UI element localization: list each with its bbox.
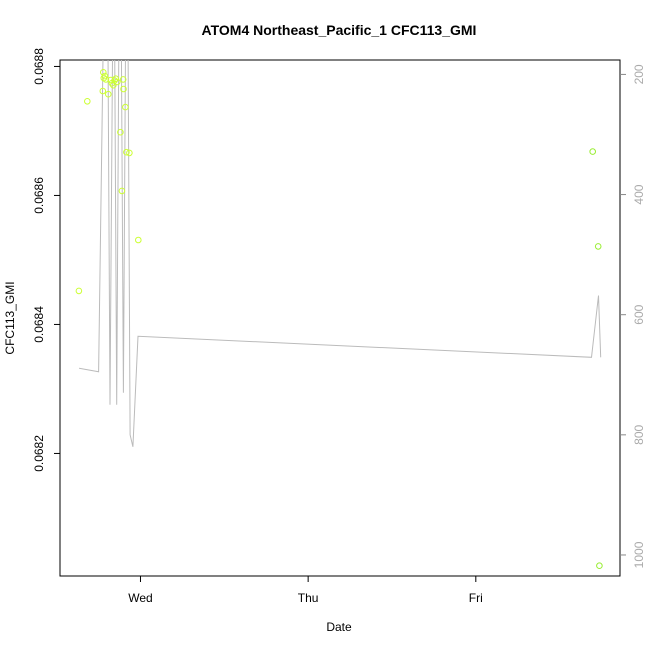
data-point-19 <box>123 148 130 156</box>
data-point-10 <box>110 81 117 89</box>
x-axis: Wed Thu Fri <box>128 576 483 605</box>
data-point-2 <box>99 87 107 95</box>
data-point-13 <box>114 78 121 86</box>
data-point-5 <box>101 72 109 80</box>
plot-area <box>59 59 621 577</box>
y2-tick-label-4: 1000 <box>632 541 646 568</box>
x-tick-label-0: Wed <box>128 591 152 605</box>
data-point-20 <box>126 149 133 157</box>
data-point-24 <box>596 562 603 570</box>
data-point-7 <box>105 90 112 98</box>
y-axis-label: CFC113_GMI <box>3 281 17 354</box>
y-tick-label-2: 0.0686 <box>32 177 46 214</box>
data-point-21 <box>135 236 142 244</box>
y2-tick-label-1: 400 <box>632 184 646 204</box>
data-point-14 <box>117 128 124 136</box>
y2-tick-label-0: 200 <box>632 64 646 84</box>
chart-title: ATOM4 Northeast_Pacific_1 CFC113_GMI <box>202 22 477 38</box>
data-points-layer <box>75 69 603 570</box>
data-point-22 <box>589 148 597 155</box>
data-point-23 <box>594 243 602 250</box>
data-point-17 <box>120 85 127 93</box>
x-tick-label-2: Fri <box>469 591 483 605</box>
x-tick-label-1: Thu <box>298 591 319 605</box>
y-axis: 0.0682 0.0684 0.0686 0.0688 <box>32 48 60 472</box>
data-point-1 <box>84 98 91 105</box>
secondary-y-axis: 200 400 600 800 1000 <box>620 64 646 568</box>
pressure-line <box>79 60 602 447</box>
data-point-16 <box>119 76 127 83</box>
data-point-18 <box>122 103 129 111</box>
pressure-line-layer <box>79 60 602 447</box>
data-point-12 <box>112 75 120 82</box>
y-tick-label-3: 0.0688 <box>32 48 46 85</box>
y2-tick-label-2: 600 <box>632 304 646 324</box>
data-point-6 <box>102 76 110 83</box>
y2-tick-label-3: 800 <box>632 425 646 445</box>
y-tick-label-0: 0.0682 <box>32 435 46 472</box>
x-axis-label: Date <box>326 620 352 634</box>
y-tick-label-1: 0.0684 <box>32 306 46 343</box>
data-point-0 <box>75 287 83 295</box>
data-point-15 <box>118 187 126 195</box>
